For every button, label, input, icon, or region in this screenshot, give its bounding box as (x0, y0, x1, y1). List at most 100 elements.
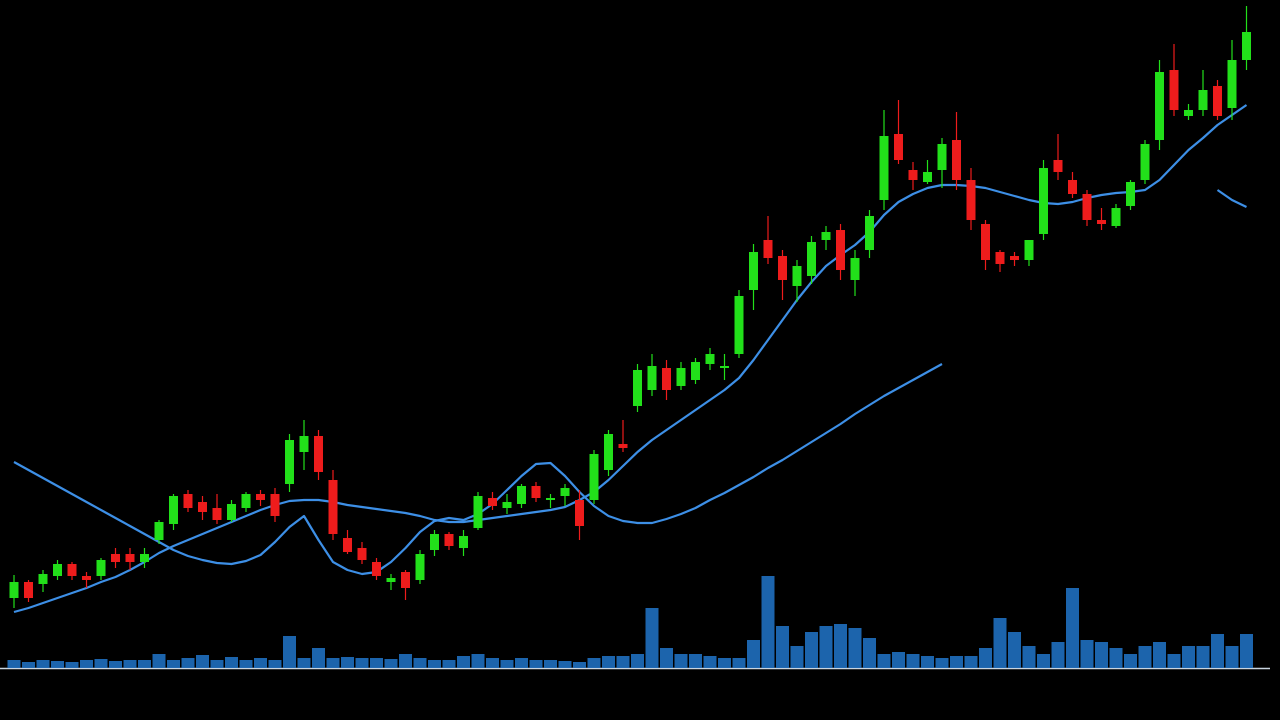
candle-body (1227, 60, 1237, 108)
volume-bar (776, 626, 789, 668)
volume-bar (877, 654, 891, 668)
volume-bar (602, 656, 615, 668)
volume-bar (674, 654, 688, 668)
volume-bar (1225, 646, 1239, 668)
volume-bar (239, 660, 253, 668)
candle-body (894, 134, 903, 160)
volume-bar (500, 660, 514, 668)
volume-bar (384, 659, 398, 668)
volume-bar (225, 657, 238, 668)
candle-body (937, 144, 947, 170)
volume-bar (993, 618, 1007, 668)
candle-body (38, 574, 48, 584)
candle-body (763, 240, 773, 258)
volume-bar (631, 654, 644, 668)
candle-body (836, 230, 845, 270)
candle-body (1155, 72, 1164, 140)
candle-body (807, 242, 816, 276)
volume-bar (1022, 646, 1036, 668)
volume-bar (167, 660, 180, 668)
candle-body (169, 496, 178, 524)
candle-body (1213, 86, 1222, 116)
candle-body (270, 494, 280, 516)
candle-body (589, 454, 599, 500)
volume-bar (747, 640, 760, 668)
volume-bar (660, 648, 673, 668)
candle-body (604, 434, 613, 470)
volume-bar (181, 658, 195, 668)
candle-body (299, 436, 309, 452)
candle-body (618, 444, 628, 448)
candle-body (473, 496, 483, 528)
candle-body (1010, 256, 1019, 260)
volume-bar (834, 624, 847, 668)
volume-bar (1095, 642, 1108, 668)
volume-bar (921, 656, 934, 668)
candle-body (328, 480, 338, 534)
volume-bar (457, 656, 470, 668)
candle-body (778, 256, 787, 280)
volume-bar (94, 659, 108, 668)
candle-body (1198, 90, 1208, 110)
volume-bar (413, 658, 427, 668)
volume-bar (819, 626, 833, 668)
volume-bar (80, 660, 93, 668)
volume-bar (355, 658, 369, 668)
candle-body (1097, 220, 1106, 224)
volume-bar (196, 655, 209, 668)
candle-body (241, 494, 251, 508)
candle-body (9, 582, 19, 598)
candle-body (430, 534, 439, 550)
volume-bar (761, 576, 775, 668)
volume-bar (703, 656, 717, 668)
candle-body (502, 502, 512, 508)
candle-body (111, 554, 120, 562)
candle-body (966, 180, 976, 220)
volume-bar (486, 658, 499, 668)
volume-bar (515, 658, 528, 668)
volume-bar (906, 654, 920, 668)
candle-body (198, 502, 207, 512)
volume-bar (587, 658, 601, 668)
volume-bar (1037, 654, 1050, 668)
volume-bar (7, 660, 21, 668)
candle-body (343, 538, 352, 552)
candle-body (734, 296, 744, 354)
volume-bar (370, 658, 383, 668)
volume-bar (123, 660, 137, 668)
volume-bar (689, 654, 702, 668)
candle-body (96, 560, 106, 576)
candle-body (459, 536, 468, 548)
volume-bar (297, 658, 311, 668)
candle-body (488, 498, 497, 506)
volume-bar (51, 661, 64, 668)
volume-bar (1182, 646, 1195, 668)
volume-bar (935, 658, 949, 668)
candle-body (560, 488, 570, 496)
candle-body (792, 266, 802, 286)
volume-bar (442, 660, 456, 668)
candle-body (546, 498, 555, 500)
volume-bar (558, 661, 572, 668)
volume-bar (529, 660, 543, 668)
volume-bar (428, 660, 441, 668)
moving-average-line (1216, 189, 1247, 208)
candle-body (1024, 240, 1034, 260)
volume-bar (1066, 588, 1079, 668)
volume-bar (326, 658, 340, 668)
candle-body (981, 224, 990, 260)
candle-body (415, 554, 425, 580)
volume-bar (790, 646, 804, 668)
volume-bar (1051, 642, 1065, 668)
candle-body (1184, 110, 1193, 116)
candle-body (531, 486, 541, 498)
volume-bar (1211, 634, 1224, 668)
volume-bar (1153, 642, 1166, 668)
candle-body (1169, 70, 1179, 110)
volume-bar (732, 658, 746, 668)
volume-bar (1109, 648, 1123, 668)
volume-bar (1124, 654, 1137, 668)
candle-body (1242, 32, 1251, 60)
candle-body (995, 252, 1005, 264)
candle-body (1140, 144, 1150, 180)
